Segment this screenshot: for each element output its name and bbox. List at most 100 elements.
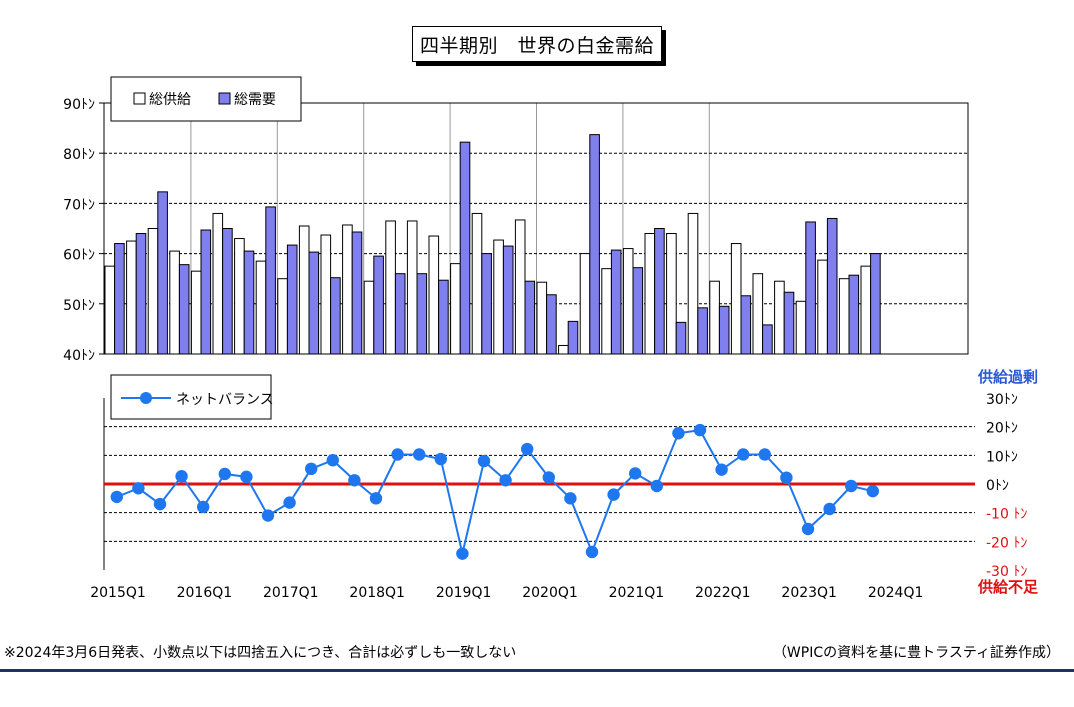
net-balance-point [369, 492, 383, 505]
legend-swatch-demand [218, 92, 231, 105]
supply-bar [860, 265, 872, 355]
demand-bar [308, 251, 320, 355]
net-xtick-label: 2024Q1 [868, 585, 924, 601]
net-balance-point [801, 522, 815, 536]
supply-bar [666, 233, 677, 355]
demand-bar [805, 221, 816, 355]
supply-bar [493, 239, 504, 355]
demand-bar [762, 324, 773, 355]
demand-bar [373, 255, 384, 355]
demand-bar [654, 228, 665, 355]
net-ytick-label: 10ﾄﾝ [986, 449, 1018, 465]
supply-bar [622, 248, 634, 355]
supply-bar [838, 278, 850, 355]
net-ytick-label: -10 ﾄﾝ [986, 507, 1027, 523]
supply-bar [277, 278, 288, 355]
demand-bar [826, 217, 838, 355]
supply-bar [255, 260, 267, 355]
net-xtick-label: 2016Q1 [177, 585, 233, 601]
demand-bar [740, 295, 752, 355]
net-xtick-label: 2020Q1 [522, 585, 578, 601]
demand-bar [438, 279, 449, 355]
demand-bar [178, 264, 190, 355]
supply-bar [363, 280, 375, 355]
net-legend-marker [140, 392, 152, 404]
supply-bar [471, 212, 483, 355]
deficit-annotation: 供給不足 [977, 578, 1039, 596]
net-balance-point [261, 509, 275, 522]
supply-bar [687, 212, 699, 355]
net-balance-point [564, 492, 577, 505]
supply-bar [752, 273, 764, 355]
net-xtick-label: 2019Q1 [436, 585, 492, 601]
supply-bar [730, 243, 742, 355]
bar-ytick-label: 50ﾄﾝ [63, 298, 95, 314]
demand-bar [351, 231, 363, 355]
net-balance-point [758, 448, 771, 461]
demand-bar [286, 244, 298, 355]
supply-bar [428, 235, 440, 355]
bar-ytick-label: 80ﾄﾝ [63, 147, 95, 163]
demand-bar [459, 141, 471, 355]
demand-bar [783, 291, 795, 355]
net-ytick-label: -20 ﾄﾝ [986, 535, 1027, 551]
supply-bar [601, 268, 612, 355]
demand-bar [718, 305, 730, 355]
supply-bar [212, 212, 224, 355]
demand-bar [870, 253, 881, 355]
net-balance-point [305, 462, 318, 476]
demand-bar [481, 253, 492, 355]
legend-label-supply: 総供給 [149, 92, 191, 108]
net-balance-point [240, 470, 253, 484]
net-balance-point [629, 467, 642, 480]
bottom-rule [0, 669, 1074, 672]
supply-bar [126, 240, 137, 355]
supply-bar [579, 253, 591, 355]
net-balance-point [693, 423, 707, 437]
supply-bar [298, 225, 310, 355]
net-balance-point [823, 502, 836, 516]
net-balance-point [845, 479, 858, 493]
net-balance-point [542, 471, 555, 484]
legend-label-demand: 総需要 [234, 92, 276, 108]
net-balance-point [434, 452, 447, 466]
demand-bar [567, 320, 579, 355]
demand-bar [243, 250, 255, 355]
supply-bar [558, 344, 569, 355]
demand-bar [502, 245, 514, 355]
net-balance-point [607, 488, 620, 501]
demand-bar [546, 294, 557, 355]
net-balance-point [650, 479, 663, 493]
demand-bar [589, 134, 600, 355]
net-balance-point [737, 448, 750, 461]
net-balance-point [521, 442, 534, 456]
supply-bar [536, 281, 548, 355]
supply-bar [817, 259, 828, 355]
demand-bar [265, 206, 276, 355]
demand-bar [135, 233, 147, 355]
net-ytick-label: 0ﾄﾝ [986, 478, 1009, 494]
demand-bar [222, 228, 233, 355]
demand-bar [524, 280, 536, 355]
supply-bar [514, 219, 526, 355]
net-balance-point [197, 500, 210, 514]
demand-bar [675, 321, 687, 355]
bar-plot-frame [103, 102, 969, 355]
supply-bar [342, 224, 353, 355]
net-ytick-label: 30ﾄﾝ [986, 392, 1018, 408]
bar-ytick-label: 90ﾄﾝ [63, 97, 95, 113]
demand-bar [610, 249, 622, 355]
net-balance-point [153, 497, 167, 511]
supply-bar [644, 233, 656, 355]
net-balance-point [456, 547, 469, 560]
demand-bar [632, 267, 644, 355]
net-balance-point [499, 474, 512, 487]
net-balance-point [715, 463, 728, 476]
net-legend-label: ネットバランス [176, 392, 274, 408]
demand-bar [330, 277, 341, 355]
net-balance-point [132, 482, 145, 495]
net-balance-point [175, 470, 188, 483]
supply-bar [190, 270, 202, 355]
net-ytick-label: 20ﾄﾝ [986, 421, 1018, 437]
